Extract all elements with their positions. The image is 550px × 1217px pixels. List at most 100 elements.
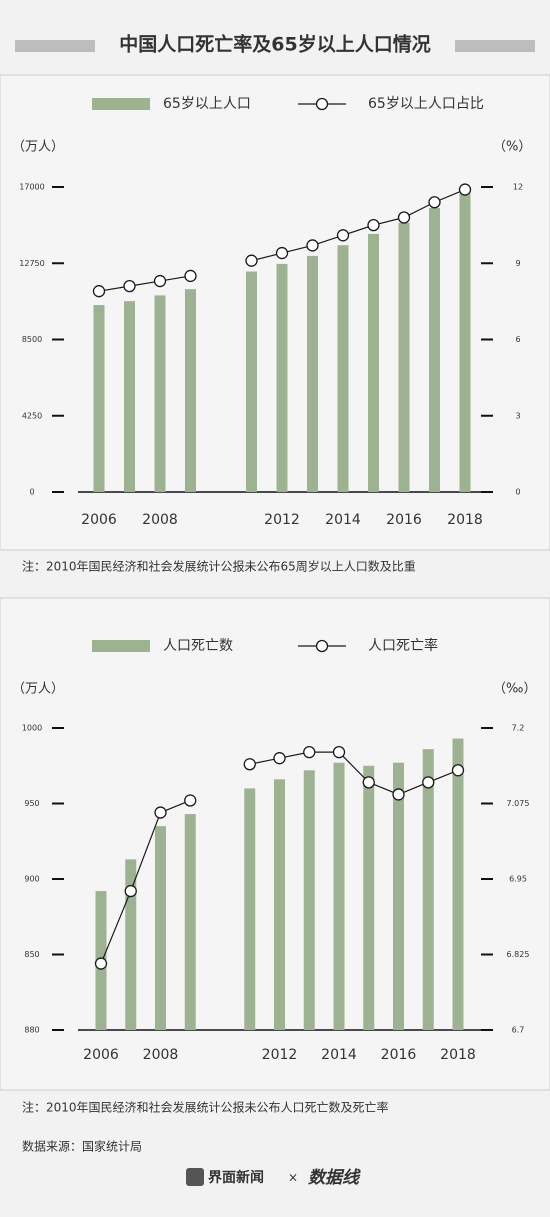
line-marker <box>336 229 350 242</box>
x-tick-label: 2016 <box>386 512 422 528</box>
legend-swatch <box>92 98 150 110</box>
line-marker <box>367 218 380 232</box>
tick-label: 880 <box>24 1026 39 1035</box>
legend-label: 人口死亡数 <box>163 638 233 654</box>
tick-label: 9 <box>515 259 520 268</box>
title: 中国人口死亡率及65岁以上人口情况 <box>119 33 430 56</box>
tick-label: 0 <box>29 488 34 497</box>
x-tick-label: 2008 <box>142 512 178 528</box>
legend-label: 65岁以上人口 <box>163 96 251 112</box>
separator: × <box>288 1171 298 1185</box>
tick-label: 850 <box>24 950 39 959</box>
line-marker <box>428 196 441 209</box>
line-marker <box>392 788 405 801</box>
axis-unit: （%） <box>493 140 531 155</box>
tick-label: 7.075 <box>507 799 530 808</box>
line-marker <box>458 183 472 196</box>
x-tick-label: 2014 <box>325 512 361 528</box>
panel <box>0 74 550 551</box>
x-tick-label: 2014 <box>321 1047 357 1063</box>
bar <box>276 263 288 492</box>
title-backdrop <box>95 30 455 60</box>
bar <box>337 245 349 492</box>
axis-unit: （万人） <box>12 682 64 697</box>
line-marker <box>243 758 256 771</box>
tick-label: 17000 <box>19 183 44 192</box>
line-marker <box>123 279 136 293</box>
note: 注：2010年国民经济和社会发展统计公报未公布65周岁以上人口数及比重 <box>22 559 416 574</box>
legend-swatch <box>92 640 150 652</box>
bar <box>93 305 105 492</box>
line-marker <box>306 239 319 252</box>
x-tick-label: 2006 <box>81 512 117 528</box>
tick-label: 6.95 <box>509 875 527 884</box>
tick-label: 6.7 <box>512 1026 525 1035</box>
tick-label: 900 <box>24 875 39 884</box>
line-marker <box>94 957 108 970</box>
tick-label: 8500 <box>22 335 42 344</box>
bar <box>393 762 404 1030</box>
x-tick-label: 2012 <box>264 512 300 528</box>
bar <box>125 859 137 1030</box>
line-marker <box>397 211 411 224</box>
legend-label: 65岁以上人口占比 <box>368 96 484 112</box>
bar <box>368 233 379 492</box>
source: 数据来源：国家统计局 <box>22 1139 142 1154</box>
bar <box>244 788 256 1030</box>
brand-icon <box>186 1168 204 1186</box>
line-marker <box>124 884 137 898</box>
x-tick-label: 2018 <box>447 512 483 528</box>
x-tick-label: 2006 <box>83 1047 119 1063</box>
line-marker <box>184 269 197 283</box>
partner: 数据线 <box>308 1168 361 1188</box>
line-marker <box>362 776 375 789</box>
bar <box>459 193 471 493</box>
line-marker <box>275 246 289 260</box>
tick-label: 12750 <box>19 259 44 268</box>
bar <box>184 814 196 1030</box>
line-marker <box>451 764 465 777</box>
bar <box>185 289 196 492</box>
line-marker <box>153 274 167 288</box>
tick-label: 6 <box>515 335 520 344</box>
tick-label: 4250 <box>22 411 42 420</box>
x-tick-label: 2018 <box>440 1047 476 1063</box>
line-marker <box>92 285 106 298</box>
tick-label: 6.825 <box>507 950 530 959</box>
brand: 界面新闻 <box>208 1169 264 1186</box>
line-marker <box>332 746 346 759</box>
legend-marker <box>315 97 329 111</box>
tick-label: 12 <box>513 183 523 192</box>
axis-unit: （‰） <box>493 682 536 697</box>
x-tick-label: 2012 <box>262 1047 298 1063</box>
bar <box>452 738 464 1030</box>
tick-label: 0 <box>515 488 520 497</box>
x-tick-label: 2016 <box>381 1047 417 1063</box>
legend-label: 人口死亡率 <box>368 637 438 654</box>
line-marker <box>245 254 258 267</box>
bar <box>429 207 440 492</box>
bar <box>398 222 410 492</box>
note: 注：2010年国民经济和社会发展统计公报未公布人口死亡数及死亡率 <box>22 1100 389 1115</box>
bar <box>154 295 166 492</box>
bar <box>307 255 318 492</box>
axis-unit: （万人） <box>12 140 64 155</box>
bar <box>155 826 166 1030</box>
bar <box>303 770 315 1030</box>
legend-marker <box>315 639 329 653</box>
bar <box>246 271 257 492</box>
x-tick-label: 2008 <box>143 1047 179 1063</box>
line-marker <box>184 794 197 807</box>
bar <box>274 779 285 1030</box>
line-marker <box>273 752 286 765</box>
bar <box>363 765 375 1030</box>
line-marker <box>303 746 316 759</box>
bar <box>422 749 434 1030</box>
tick-label: 3 <box>515 411 520 420</box>
bar <box>124 301 135 492</box>
tick-label: 7.2 <box>512 724 525 733</box>
tick-label: 950 <box>24 799 39 808</box>
line-marker <box>154 806 167 819</box>
